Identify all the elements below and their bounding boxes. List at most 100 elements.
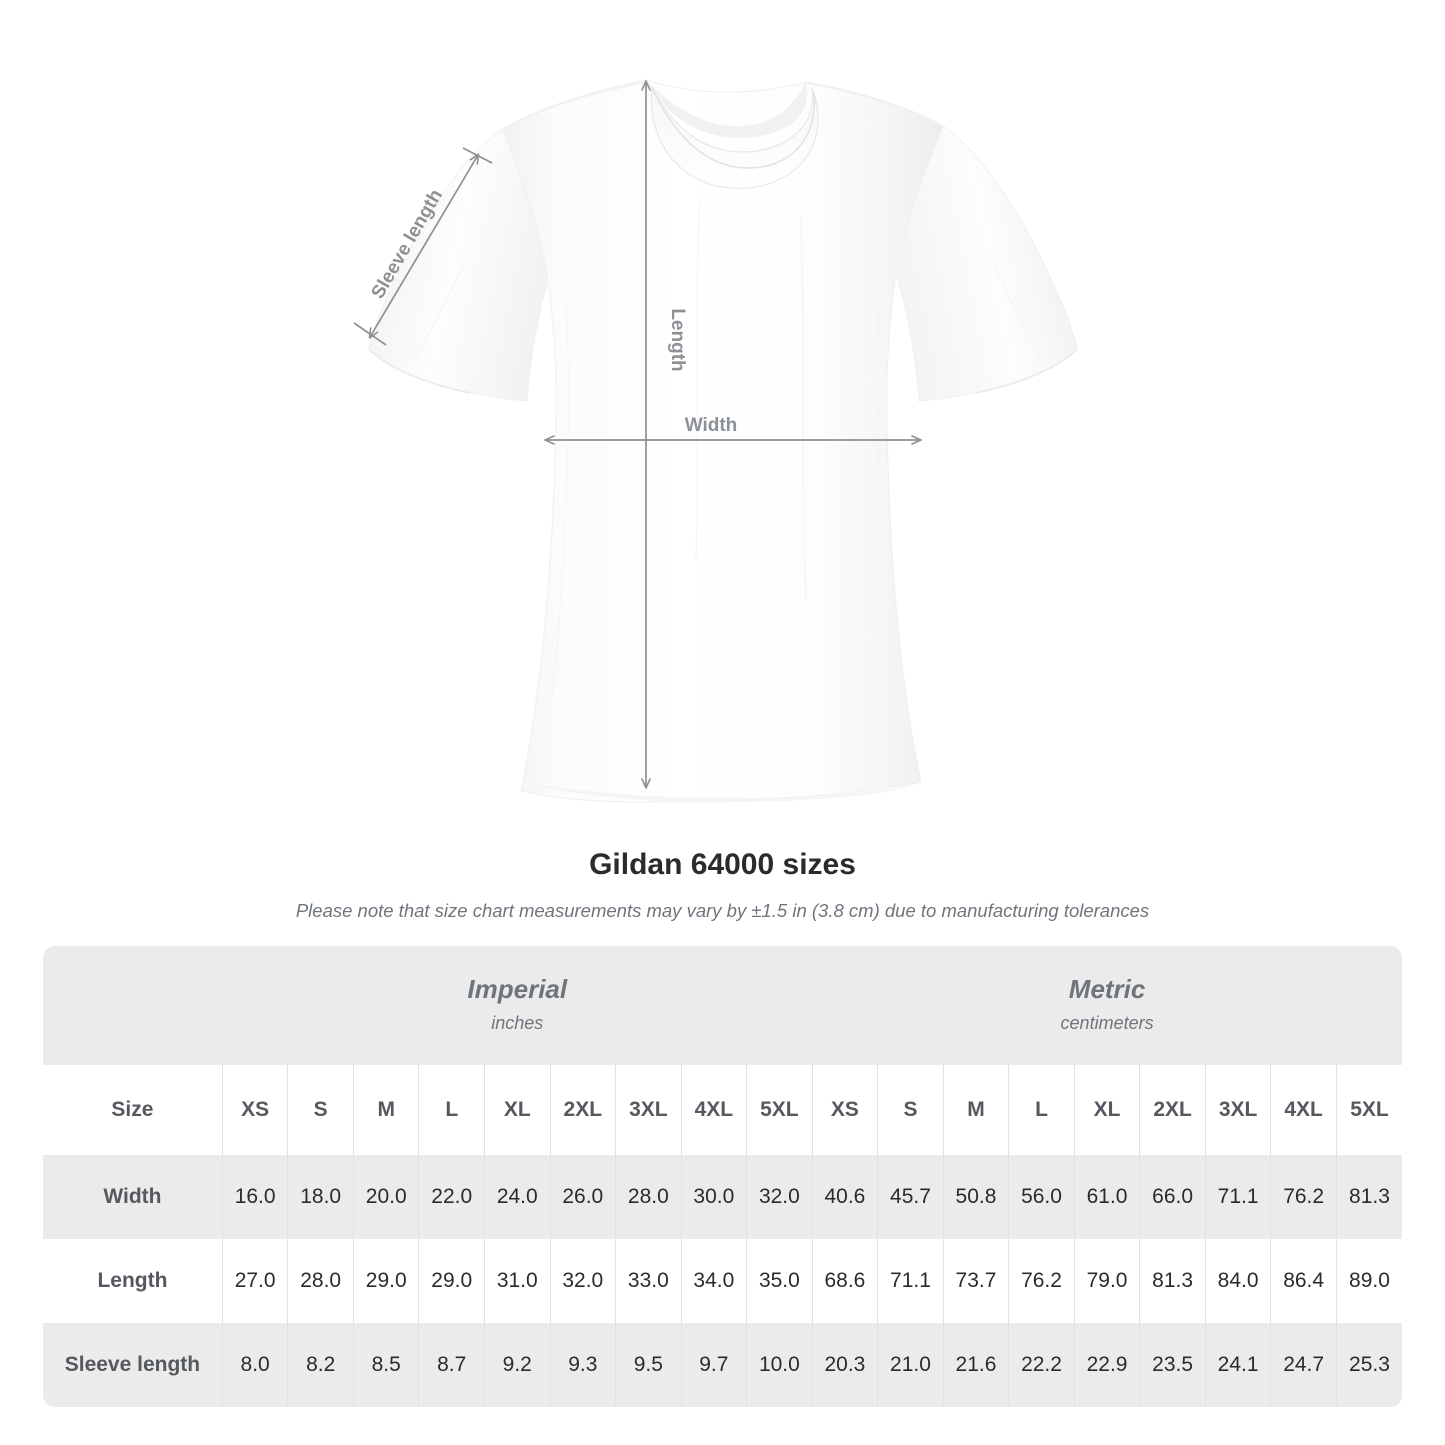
size-header-cell-label: 5XL <box>760 1098 799 1121</box>
cell-width-l-imperial: 22.0 <box>418 1155 485 1239</box>
chart-heading: Gildan 64000 sizes Please note that size… <box>0 845 1445 924</box>
size-header-cell-label: XS <box>830 1098 859 1121</box>
cell-value: 10.0 <box>758 1353 800 1376</box>
size-header-cell-label: XL <box>1093 1098 1121 1121</box>
cell-width-m-imperial: 20.0 <box>352 1155 419 1239</box>
cell-value: 21.6 <box>955 1353 997 1376</box>
cell-value: 9.5 <box>633 1353 663 1376</box>
size-header-cell-label: 3XL <box>1218 1098 1258 1121</box>
cell-sleeve-length-s-metric: 21.0 <box>877 1323 944 1407</box>
tshirt-diagram: Sleeve length Length Width <box>353 79 1078 803</box>
cell-value: 76.2 <box>1283 1185 1325 1208</box>
cell-sleeve-length-4xl-metric: 24.7 <box>1270 1323 1337 1407</box>
cell-value: 71.1 <box>890 1269 931 1292</box>
size-header-cell-label: 4XL <box>1284 1098 1323 1121</box>
cell-value: 8.0 <box>240 1353 270 1376</box>
row-header-length: Length <box>43 1239 223 1323</box>
cell-value: 56.0 <box>1021 1185 1062 1208</box>
cell-length-xs-imperial: 27.0 <box>221 1239 288 1323</box>
size-header-cell-label: S <box>313 1098 328 1121</box>
cell-value: 24.1 <box>1217 1353 1259 1376</box>
cell-value: 31.0 <box>496 1269 538 1292</box>
size-header-cell-s-imperial: S <box>287 1065 354 1155</box>
cell-value: 89.0 <box>1349 1269 1390 1292</box>
cell-value: 32.0 <box>758 1185 800 1208</box>
cell-length-5xl-metric: 89.0 <box>1335 1239 1402 1323</box>
length-label: Length <box>667 308 688 371</box>
unit-group-row: Imperial inches Metric centimeters <box>43 946 1402 1065</box>
cell-length-xs-metric: 68.6 <box>811 1239 878 1323</box>
cell-width-2xl-metric: 66.0 <box>1139 1155 1206 1239</box>
cell-value: 34.0 <box>693 1269 735 1292</box>
cell-value: 81.3 <box>1152 1269 1194 1292</box>
page-title: Gildan 64000 sizes <box>589 848 856 881</box>
cell-value: 18.0 <box>300 1185 342 1208</box>
cell-value: 20.3 <box>824 1353 866 1376</box>
cell-sleeve-length-3xl-metric: 24.1 <box>1204 1323 1271 1407</box>
cell-value: 22.0 <box>431 1185 473 1208</box>
size-header-cell-s-metric: S <box>877 1065 944 1155</box>
cell-sleeve-length-m-metric: 21.6 <box>942 1323 1009 1407</box>
size-header-cell-label: M <box>967 1098 985 1121</box>
cell-sleeve-length-5xl-imperial: 10.0 <box>746 1323 813 1407</box>
cell-width-4xl-imperial: 30.0 <box>680 1155 747 1239</box>
cell-value: 9.7 <box>699 1353 729 1376</box>
size-header-cell-l-imperial: L <box>418 1065 485 1155</box>
size-column-header: Size <box>43 1065 223 1155</box>
cell-value: 9.3 <box>568 1353 598 1376</box>
unit-group-imperial: Imperial inches <box>222 946 813 1065</box>
cell-length-l-metric: 76.2 <box>1008 1239 1075 1323</box>
size-header-cell-3xl-metric: 3XL <box>1204 1065 1271 1155</box>
table-row: Sleeve length 8.0 8.2 8.5 8.7 9.2 9.3 9.5 9.7 10.… <box>43 1323 1402 1407</box>
cell-value: 25.3 <box>1349 1353 1390 1376</box>
cell-length-xl-imperial: 31.0 <box>484 1239 551 1323</box>
cell-width-l-metric: 56.0 <box>1008 1155 1075 1239</box>
size-header-cell-xs-imperial: XS <box>221 1065 288 1155</box>
cell-value: 86.4 <box>1283 1269 1325 1292</box>
cell-value: 30.0 <box>693 1185 735 1208</box>
cell-length-3xl-metric: 84.0 <box>1204 1239 1271 1323</box>
size-header-cell-5xl-imperial: 5XL <box>746 1065 813 1155</box>
cell-sleeve-length-s-imperial: 8.2 <box>287 1323 354 1407</box>
tshirt-silhouette <box>368 79 1078 803</box>
cell-width-xl-metric: 61.0 <box>1073 1155 1140 1239</box>
size-header-cell-label: 3XL <box>629 1098 668 1121</box>
cell-value: 76.2 <box>1021 1269 1062 1292</box>
collar-band-outer <box>646 80 808 138</box>
cell-length-2xl-metric: 81.3 <box>1139 1239 1206 1323</box>
cell-length-3xl-imperial: 33.0 <box>615 1239 682 1323</box>
cell-sleeve-length-3xl-imperial: 9.5 <box>615 1323 682 1407</box>
size-header-cell-m-imperial: M <box>352 1065 419 1155</box>
cell-value: 8.7 <box>437 1353 467 1376</box>
size-header-cell-label: L <box>445 1098 459 1121</box>
unit-row-spacer <box>43 946 223 1065</box>
size-header-cell-2xl-imperial: 2XL <box>549 1065 616 1155</box>
right-shoulder-seam <box>805 82 944 127</box>
size-header-cell-label: 2XL <box>563 1098 603 1121</box>
cell-value: 66.0 <box>1152 1185 1194 1208</box>
length-annotation: Length <box>641 80 688 789</box>
cell-width-m-metric: 50.8 <box>942 1155 1009 1239</box>
cell-value: 28.0 <box>627 1185 669 1208</box>
right-sleeve-hem <box>975 348 1078 394</box>
cell-value: 73.7 <box>955 1269 997 1292</box>
size-header-cell-xl-metric: XL <box>1073 1065 1140 1155</box>
cell-sleeve-length-l-imperial: 8.7 <box>418 1323 485 1407</box>
size-header-cell-label: 2XL <box>1153 1098 1192 1121</box>
cell-value: 29.0 <box>431 1269 473 1292</box>
cell-value: 71.1 <box>1217 1185 1259 1208</box>
cell-value: 8.5 <box>371 1353 401 1376</box>
size-header-cell-label: 5XL <box>1350 1098 1389 1121</box>
cell-value: 16.0 <box>234 1185 276 1208</box>
hem-shadow <box>521 782 921 803</box>
table-row: Width 16.0 18.0 20.0 22.0 24.0 26.0 28.0 30.0 32.… <box>43 1155 1402 1239</box>
size-header-cell-label: S <box>903 1098 918 1121</box>
cell-sleeve-length-2xl-metric: 23.5 <box>1139 1323 1206 1407</box>
left-shoulder-seam <box>502 81 647 130</box>
cell-value: 8.2 <box>306 1353 336 1376</box>
cell-length-s-metric: 71.1 <box>877 1239 944 1323</box>
sleeve-tick-bottom <box>353 322 387 346</box>
cell-width-3xl-imperial: 28.0 <box>615 1155 682 1239</box>
row-header-label: Sleeve length <box>64 1353 201 1376</box>
